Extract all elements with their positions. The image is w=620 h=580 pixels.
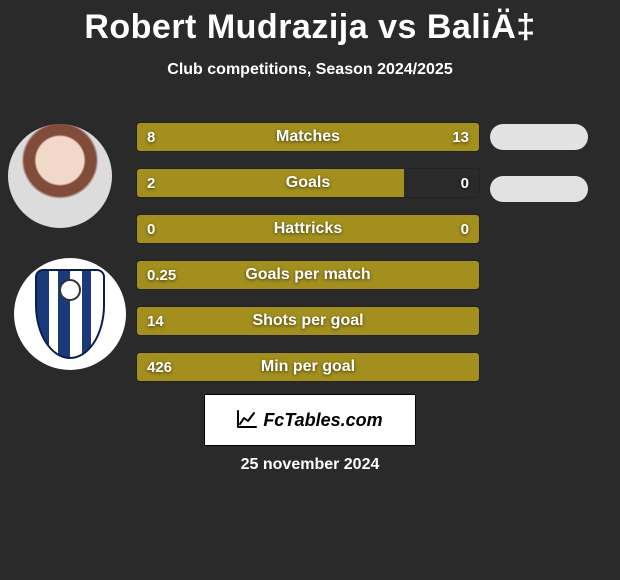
player-avatar xyxy=(8,124,112,228)
club-badge xyxy=(14,258,126,370)
stat-pill xyxy=(490,124,588,150)
stat-label: Min per goal xyxy=(137,353,479,381)
stat-row: 813Matches xyxy=(136,122,480,152)
club-crest-icon xyxy=(35,269,105,359)
chart-icon xyxy=(237,410,257,431)
footer-brand-badge: FcTables.com xyxy=(204,394,416,446)
page-subtitle: Club competitions, Season 2024/2025 xyxy=(0,61,620,79)
stat-label: Hattricks xyxy=(137,215,479,243)
page-title: Robert Mudrazija vs BaliÄ‡ xyxy=(0,0,620,47)
stat-row: 426Min per goal xyxy=(136,352,480,382)
stat-row: 14Shots per goal xyxy=(136,306,480,336)
stat-label: Goals xyxy=(137,169,479,197)
stat-label: Shots per goal xyxy=(137,307,479,335)
stat-row: 20Goals xyxy=(136,168,480,198)
stat-label: Matches xyxy=(137,123,479,151)
stat-pill xyxy=(490,176,588,202)
stat-row: 00Hattricks xyxy=(136,214,480,244)
footer-brand-text: FcTables.com xyxy=(263,410,382,431)
footer-date: 25 november 2024 xyxy=(0,456,620,474)
stat-row: 0.25Goals per match xyxy=(136,260,480,290)
stats-container: 813Matches 20Goals 00Hattricks 0.25Goals pe… xyxy=(136,122,480,398)
stat-label: Goals per match xyxy=(137,261,479,289)
